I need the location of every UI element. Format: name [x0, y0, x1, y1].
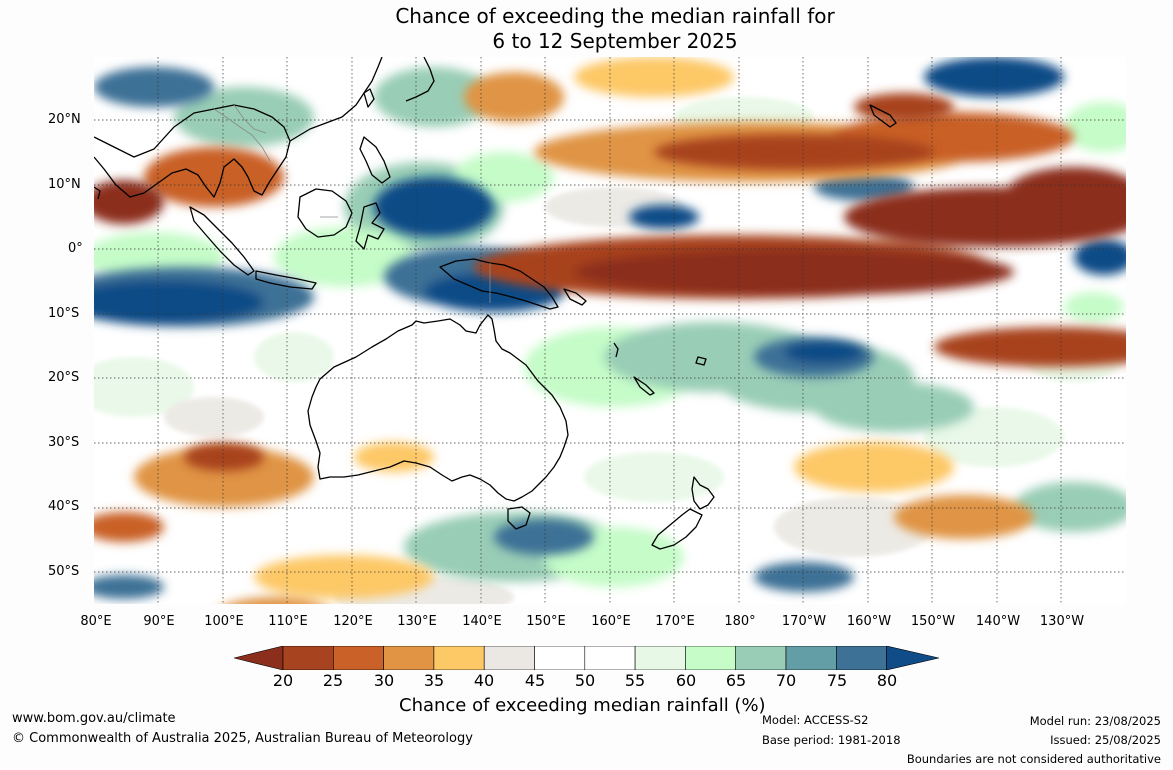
colorbar-bin: [433, 646, 485, 670]
lat-label-20s: 20°S: [48, 370, 80, 385]
colorbar-tick-75: 75: [826, 671, 848, 690]
colorbar-tick-25: 25: [322, 671, 344, 690]
lon-label-130w: 130°W: [1039, 614, 1085, 629]
colorbar-tick-40: 40: [473, 671, 495, 690]
model-run-text: Model run: 23/08/2025: [1029, 714, 1161, 728]
lon-label-160w: 160°W: [846, 614, 892, 629]
lon-label-90e: 90°E: [143, 614, 175, 629]
country-borders: [213, 104, 491, 303]
lat-label-10n: 10°N: [48, 177, 81, 192]
colorbar-low-arrow: [234, 646, 284, 670]
colorbar-tick-50: 50: [574, 671, 596, 690]
disclaimer-text: Boundaries are not considered authoritat…: [906, 752, 1161, 766]
rainfall-map: [94, 57, 1126, 604]
wet-moderate: [94, 67, 1126, 587]
australia-coastline: [307, 314, 569, 502]
java-coastline: [255, 270, 317, 290]
lat-label-40s: 40°S: [48, 499, 80, 514]
solomon-islands-coastline: [563, 288, 587, 306]
colorbar-bin: [685, 646, 736, 670]
colorbar-bin: [835, 646, 887, 670]
lon-label-120e: 120°E: [333, 614, 373, 629]
sri-lanka-coastline: [94, 186, 101, 200]
lon-label-130e: 130°E: [397, 614, 437, 629]
copyright-text: © Commonwealth of Australia 2025, Austra…: [12, 731, 473, 746]
new-zealand-south-coastline: [651, 508, 703, 550]
taiwan-coastline: [363, 88, 375, 108]
colorbar-bin: [483, 646, 535, 670]
new-zealand-north-coastline: [691, 476, 715, 510]
colorbar-tick-65: 65: [725, 671, 747, 690]
colorbar-tick-80: 80: [876, 671, 898, 690]
lon-label-140e: 140°E: [462, 614, 502, 629]
colorbar-bin: [534, 646, 586, 670]
sumatra-coastline: [189, 206, 255, 276]
lon-label-160e: 160°E: [591, 614, 631, 629]
colorbar-bin: [333, 646, 384, 670]
colorbar-high-arrow: [886, 646, 939, 670]
borneo-coastline: [297, 188, 353, 238]
title-line-1: Chance of exceeding the median rainfall …: [395, 4, 835, 28]
dry-strong: [94, 93, 1126, 471]
colorbar-bin: [735, 646, 787, 670]
lon-label-180: 180°: [724, 614, 756, 629]
colorbar-bin: [634, 646, 686, 670]
base-period-text: Base period: 1981-2018: [762, 733, 901, 747]
colorbar-tick-30: 30: [373, 671, 395, 690]
lat-label-20n: 20°N: [48, 112, 81, 127]
lat-label-50s: 50°S: [48, 564, 80, 579]
graticule: [94, 57, 1126, 604]
lon-label-150e: 150°E: [526, 614, 566, 629]
japan-coastline: [405, 57, 435, 102]
colorbar-bin: [584, 646, 636, 670]
lat-label-0: 0°: [68, 241, 83, 256]
colorbar-tick-45: 45: [524, 671, 546, 690]
colorbar: [234, 646, 939, 670]
model-text: Model: ACCESS-S2: [762, 713, 869, 727]
colorbar-bin: [282, 646, 334, 670]
issued-text: Issued: 25/08/2025: [1050, 733, 1161, 747]
lon-label-80e: 80°E: [80, 614, 112, 629]
lat-label-30s: 30°S: [48, 435, 80, 450]
lon-label-150w: 150°W: [910, 614, 956, 629]
map-title: Chance of exceeding the median rainfall …: [0, 4, 1173, 54]
southern-china-coastline: [289, 57, 383, 142]
philippines-coastline: [359, 136, 391, 184]
colorbar-title: Chance of exceeding median rainfall (%): [399, 695, 766, 716]
vanuatu-coastline: [613, 342, 619, 358]
tasmania-coastline: [507, 506, 531, 530]
lon-label-170e: 170°E: [655, 614, 695, 629]
fiji-coastline: [695, 356, 707, 366]
lon-label-170w: 170°W: [781, 614, 827, 629]
hawaii-coastline: [869, 104, 897, 128]
colorbar-tick-60: 60: [675, 671, 697, 690]
lon-label-100e: 100°E: [204, 614, 244, 629]
title-line-2: 6 to 12 September 2025: [492, 29, 738, 53]
lat-label-10s: 10°S: [48, 306, 80, 321]
colorbar-tick-55: 55: [624, 671, 646, 690]
mainland-asia-coastline: [94, 104, 291, 198]
colorbar-bin: [383, 646, 435, 670]
coastlines: [94, 57, 897, 550]
colorbar-tick-70: 70: [775, 671, 797, 690]
colorbar-tick-20: 20: [272, 671, 294, 690]
website-link[interactable]: www.bom.gov.au/climate: [12, 711, 176, 726]
colorbar-tick-35: 35: [423, 671, 445, 690]
lon-label-140w: 140°W: [975, 614, 1021, 629]
map-svg: [94, 57, 1126, 604]
sulawesi-coastline: [355, 202, 385, 250]
new-caledonia-coastline: [633, 376, 655, 396]
lon-label-110e: 110°E: [268, 614, 308, 629]
colorbar-bin: [785, 646, 837, 670]
